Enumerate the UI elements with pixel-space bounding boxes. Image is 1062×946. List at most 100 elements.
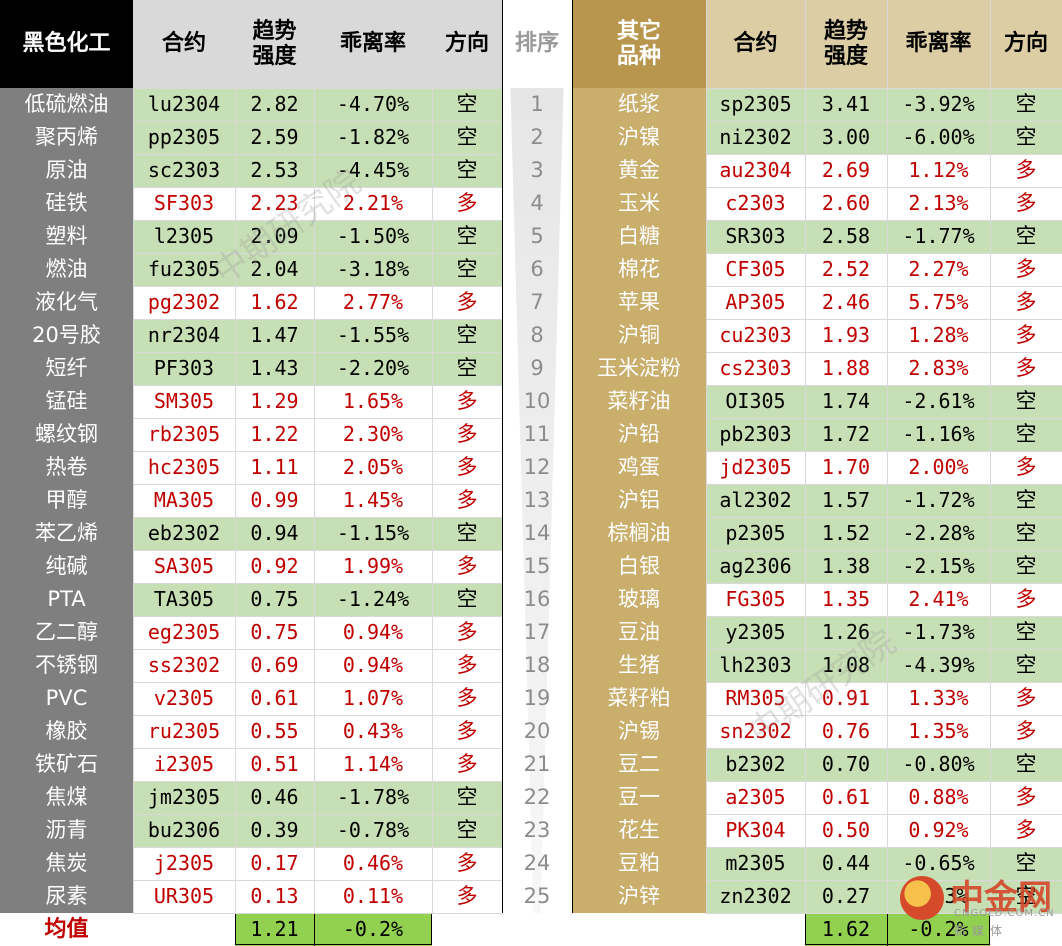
rank-9: 9 bbox=[530, 356, 544, 381]
left-row-2-strength: 2.59 bbox=[235, 121, 314, 154]
right-row-24-deviation: -0.65% bbox=[887, 847, 990, 880]
right-row-10-name: 菜籽油 bbox=[572, 385, 706, 418]
right-row-20-name: 沪锡 bbox=[572, 715, 706, 748]
right-row-14-strength: 1.52 bbox=[805, 517, 887, 550]
right-row-14-direction: 空 bbox=[990, 517, 1062, 550]
left-row-11-name: 螺纹钢 bbox=[0, 418, 133, 451]
right-row-21-strength: 0.70 bbox=[805, 748, 887, 781]
right-row-5-name: 白糖 bbox=[572, 220, 706, 253]
left-mean-deviation: -0.2% bbox=[314, 913, 432, 946]
grid-row-line bbox=[133, 220, 502, 221]
grid-row-line bbox=[133, 253, 502, 254]
rank-21: 21 bbox=[523, 752, 551, 777]
right-row-11-deviation: -1.16% bbox=[887, 418, 990, 451]
rank-23: 23 bbox=[523, 818, 551, 843]
mean-box-divider bbox=[314, 913, 315, 946]
right-row-6-name: 棉花 bbox=[572, 253, 706, 286]
grid-col-line bbox=[887, 0, 888, 913]
left-row-21-strength: 0.51 bbox=[235, 748, 314, 781]
left-row-1-contract: lu2304 bbox=[133, 88, 235, 121]
grid-row-line bbox=[706, 187, 1062, 188]
right-row-23-contract: PK304 bbox=[706, 814, 805, 847]
left-row-3-name: 原油 bbox=[0, 154, 133, 187]
right-row-11-name: 沪铅 bbox=[572, 418, 706, 451]
right-row-10-deviation: -2.61% bbox=[887, 385, 990, 418]
right-row-23-direction: 多 bbox=[990, 814, 1062, 847]
right-row-12-strength: 1.70 bbox=[805, 451, 887, 484]
rank-12: 12 bbox=[523, 455, 551, 480]
right-row-19-deviation: 1.33% bbox=[887, 682, 990, 715]
left-row-23-strength: 0.39 bbox=[235, 814, 314, 847]
left-row-2-contract: pp2305 bbox=[133, 121, 235, 154]
left-row-23-direction: 空 bbox=[432, 814, 502, 847]
grid-col-line bbox=[432, 0, 433, 913]
left-row-18-strength: 0.69 bbox=[235, 649, 314, 682]
left-row-14-direction: 空 bbox=[432, 517, 502, 550]
cngold-logo: 中金网 CNGOLD.COM.CN 新媒体 bbox=[900, 868, 1060, 944]
left-row-25-contract: UR305 bbox=[133, 880, 235, 913]
right-row-18-strength: 1.08 bbox=[805, 649, 887, 682]
left-row-18-direction: 多 bbox=[432, 649, 502, 682]
left-row-15-contract: SA305 bbox=[133, 550, 235, 583]
left-header-group: 黑色化工 bbox=[0, 0, 133, 88]
left-row-10-direction: 多 bbox=[432, 385, 502, 418]
left-row-25-name: 尿素 bbox=[0, 880, 133, 913]
grid-row-line bbox=[706, 484, 1062, 485]
left-row-5-direction: 空 bbox=[432, 220, 502, 253]
left-row-19-strength: 0.61 bbox=[235, 682, 314, 715]
grid-row-line bbox=[133, 649, 502, 650]
left-row-12-direction: 多 bbox=[432, 451, 502, 484]
grid-row-line bbox=[706, 451, 1062, 452]
right-row-2-direction: 空 bbox=[990, 121, 1062, 154]
right-row-17-strength: 1.26 bbox=[805, 616, 887, 649]
grid-row-line bbox=[133, 682, 502, 683]
right-row-24-name: 豆粕 bbox=[572, 847, 706, 880]
left-row-3-deviation: -4.45% bbox=[314, 154, 432, 187]
right-row-2-name: 沪镍 bbox=[572, 121, 706, 154]
right-row-18-deviation: -4.39% bbox=[887, 649, 990, 682]
rank-4: 4 bbox=[530, 191, 544, 216]
right-row-17-name: 豆油 bbox=[572, 616, 706, 649]
left-row-20-deviation: 0.43% bbox=[314, 715, 432, 748]
left-row-24-direction: 多 bbox=[432, 847, 502, 880]
right-header-contract: 合约 bbox=[706, 0, 805, 88]
left-header-strength: 趋势 强度 bbox=[235, 0, 314, 88]
grid-row-line bbox=[706, 418, 1062, 419]
right-row-8-deviation: 1.28% bbox=[887, 319, 990, 352]
rank-header: 排序 bbox=[502, 0, 572, 88]
right-header-strength: 趋势 强度 bbox=[805, 0, 887, 88]
left-row-23-name: 沥青 bbox=[0, 814, 133, 847]
left-row-13-name: 甲醇 bbox=[0, 484, 133, 517]
grid-row-line bbox=[133, 814, 502, 815]
right-row-8-direction: 多 bbox=[990, 319, 1062, 352]
mean-box-divider bbox=[887, 913, 888, 946]
left-header-deviation: 乖离率 bbox=[314, 0, 432, 88]
left-row-15-deviation: 1.99% bbox=[314, 550, 432, 583]
right-row-14-deviation: -2.28% bbox=[887, 517, 990, 550]
grid-row-line bbox=[133, 352, 502, 353]
left-row-1-deviation: -4.70% bbox=[314, 88, 432, 121]
left-row-21-deviation: 1.14% bbox=[314, 748, 432, 781]
right-row-11-direction: 空 bbox=[990, 418, 1062, 451]
grid-row-line bbox=[133, 583, 502, 584]
right-row-17-contract: y2305 bbox=[706, 616, 805, 649]
left-row-2-direction: 空 bbox=[432, 121, 502, 154]
grid-col-line bbox=[235, 0, 236, 913]
right-row-15-direction: 空 bbox=[990, 550, 1062, 583]
right-row-12-deviation: 2.00% bbox=[887, 451, 990, 484]
rank-13: 13 bbox=[523, 488, 551, 513]
left-row-25-strength: 0.13 bbox=[235, 880, 314, 913]
right-row-3-deviation: 1.12% bbox=[887, 154, 990, 187]
right-row-3-strength: 2.69 bbox=[805, 154, 887, 187]
left-row-14-strength: 0.94 bbox=[235, 517, 314, 550]
right-row-5-contract: SR303 bbox=[706, 220, 805, 253]
rank-1: 1 bbox=[530, 92, 544, 117]
grid-row-line bbox=[133, 418, 502, 419]
right-row-6-strength: 2.52 bbox=[805, 253, 887, 286]
left-row-10-name: 锰硅 bbox=[0, 385, 133, 418]
right-row-13-deviation: -1.72% bbox=[887, 484, 990, 517]
left-row-22-strength: 0.46 bbox=[235, 781, 314, 814]
left-row-12-deviation: 2.05% bbox=[314, 451, 432, 484]
grid-row-line bbox=[133, 154, 502, 155]
left-row-11-strength: 1.22 bbox=[235, 418, 314, 451]
